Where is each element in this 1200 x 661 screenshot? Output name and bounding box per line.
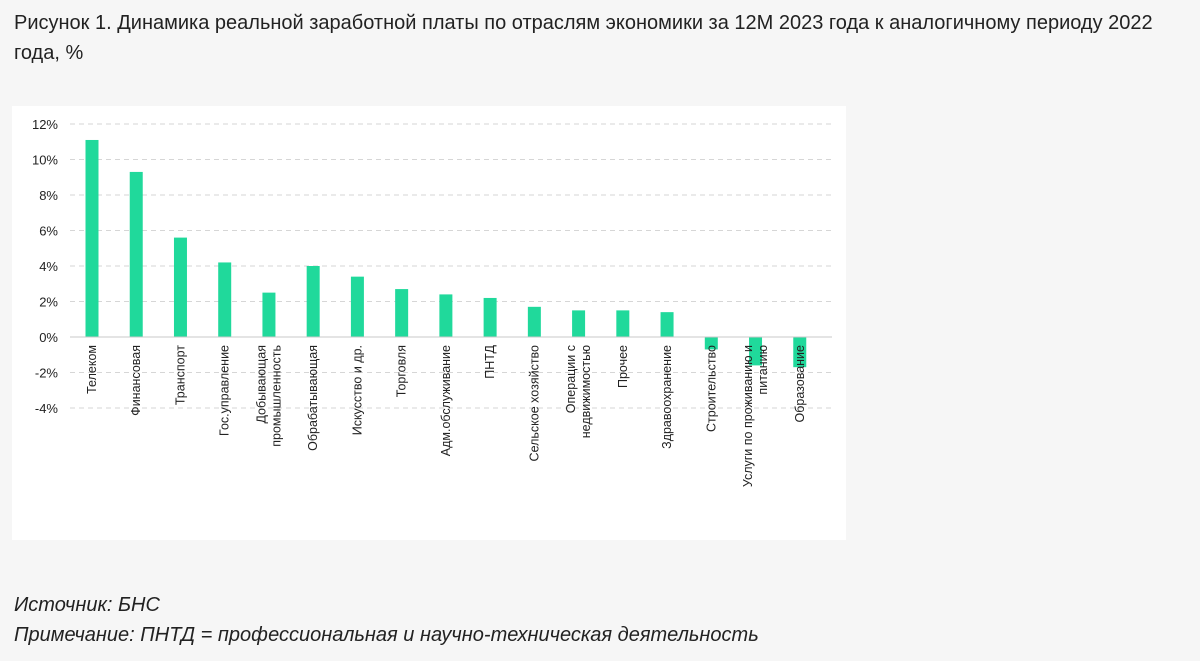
x-tick-label-line: Здравоохранение (660, 345, 674, 449)
chart-title: Рисунок 1. Динамика реальной заработной … (14, 12, 1153, 64)
bar (527, 306, 541, 337)
x-tick-label: Строительство (704, 345, 718, 432)
source-text: Источник: БНС (14, 594, 160, 616)
bar (129, 171, 143, 337)
x-tick-label-line: Добывающая (254, 345, 268, 424)
chart-notes: Источник: БНС Примечание: ПНТД = професс… (14, 590, 759, 650)
x-tick-label-line: Обрабатывающая (306, 345, 320, 451)
y-tick-label: 12% (32, 117, 58, 132)
x-tick-label: Операции снедвижимостью (564, 345, 593, 438)
x-tick-label: Прочее (616, 345, 630, 388)
bar (660, 312, 674, 337)
x-tick-label: ПНТД (483, 344, 497, 378)
x-tick-label: Услуги по проживанию ипитанию (741, 345, 770, 487)
x-tick-label: Искусство и др. (350, 345, 364, 435)
bar (85, 139, 99, 337)
bar (793, 337, 807, 368)
y-tick-label: 2% (39, 295, 58, 310)
x-tick-label-line: Строительство (704, 345, 718, 432)
y-tick-label: 4% (39, 259, 58, 274)
x-tick-label-line: Образование (793, 345, 807, 423)
bar (262, 292, 276, 337)
y-tick-label: -2% (35, 366, 59, 381)
x-tick-label-line: Телеком (85, 345, 99, 394)
x-tick-label-line: питанию (756, 345, 770, 395)
bar (218, 262, 232, 337)
bar (173, 237, 187, 337)
x-tick-label-line: Торговля (395, 345, 409, 397)
x-tick-label-line: ПНТД (483, 344, 497, 378)
x-tick-label-line: Искусство и др. (350, 345, 364, 435)
x-tick-label: Добывающаяпромышленность (254, 345, 283, 447)
x-tick-label-line: Прочее (616, 345, 630, 388)
x-tick-label-line: Сельское хозяйство (527, 345, 541, 461)
y-tick-label: -4% (35, 401, 59, 416)
x-tick-label: Торговля (395, 345, 409, 397)
x-tick-label-line: недвижимостью (579, 345, 593, 438)
x-tick-label: Транспорт (173, 345, 187, 405)
y-tick-label: 10% (32, 153, 58, 168)
y-tick-label: 6% (39, 224, 58, 239)
bar (572, 310, 586, 337)
x-tick-label-line: Услуги по проживанию и (741, 345, 755, 487)
x-tick-label: Адм.обслуживание (439, 345, 453, 456)
x-tick-label: Сельское хозяйство (527, 345, 541, 461)
note-text: Примечание: ПНТД = профессиональная и на… (14, 624, 759, 646)
x-tick-label-line: Финансовая (129, 345, 143, 416)
bar (616, 310, 630, 337)
x-tick-label-line: промышленность (269, 345, 283, 447)
x-tick-label: Финансовая (129, 345, 143, 416)
x-tick-label-line: Транспорт (173, 345, 187, 405)
x-tick-label: Обрабатывающая (306, 345, 320, 451)
bar-chart: 12% 10% 8% 6% 4% 2% 0% -2% -4% Телеком Финансовая Т… (32, 117, 832, 487)
x-tick-label: Телеком (85, 345, 99, 394)
y-tick-label: 8% (39, 188, 58, 203)
chart-area: 12% 10% 8% 6% 4% 2% 0% -2% -4% Телеком Финансовая Т… (12, 106, 846, 540)
bar (350, 276, 364, 337)
x-tick-label: Гос.управление (218, 345, 232, 436)
x-tick-label-line: Адм.обслуживание (439, 345, 453, 456)
bar (439, 294, 453, 337)
bar (395, 289, 409, 337)
x-tick-label: Образование (793, 345, 807, 423)
bar (306, 266, 320, 337)
bar (749, 337, 763, 366)
x-tick-label: Здравоохранение (660, 345, 674, 449)
x-tick-label-line: Гос.управление (218, 345, 232, 436)
bar (483, 297, 497, 337)
y-tick-label: 0% (39, 330, 58, 345)
x-tick-label-line: Операции с (564, 345, 578, 413)
bar (704, 337, 718, 350)
